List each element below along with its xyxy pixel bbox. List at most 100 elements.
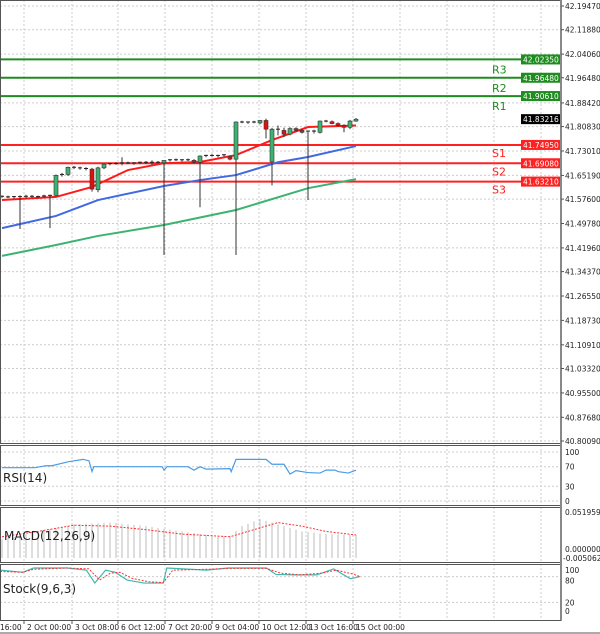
- time-label: 3 Oct 08:00: [75, 623, 119, 632]
- current-price-label: 41.83216: [523, 115, 559, 124]
- candle: [132, 162, 136, 165]
- candle: [240, 120, 244, 124]
- time-label: 15 Oct 00:00: [356, 623, 405, 632]
- price-label: 42.04060: [565, 50, 600, 59]
- candle: [30, 195, 34, 198]
- candle: [293, 127, 299, 132]
- time-label: 2 Oct 00:00: [27, 623, 71, 632]
- candle: [347, 119, 353, 130]
- candle: [161, 160, 167, 255]
- candle: [222, 154, 226, 157]
- level-name-r3: R3: [492, 63, 507, 76]
- candle: [12, 195, 16, 199]
- candle-body: [197, 155, 203, 163]
- rsi-tick-label: 100: [565, 448, 580, 457]
- candle-body: [65, 166, 71, 175]
- pane-frame-0: [0, 0, 562, 444]
- candle: [120, 157, 124, 166]
- candle: [168, 159, 172, 162]
- indicators: RSI(14) MACD(12,26,9) Stock(9,6,3): [0, 458, 361, 596]
- price-label: 41.03320: [565, 365, 600, 374]
- candle: [341, 124, 347, 133]
- price-label: 41.34370: [565, 268, 600, 277]
- candle-body: [101, 163, 107, 169]
- candle-body: [161, 160, 167, 164]
- stoch-tick-label: 20: [565, 598, 575, 607]
- macd-signal-line: [1, 522, 357, 538]
- price-label: 42.11880: [565, 26, 600, 35]
- level-name-r1: R1: [492, 100, 507, 113]
- time-label: 6 Oct 12:00: [121, 623, 165, 632]
- macd-tick-label: 0.051959: [565, 508, 600, 517]
- candles: [0, 117, 359, 255]
- candle-body: [299, 130, 305, 133]
- stoch-tick-label: 100: [565, 566, 580, 575]
- candle: [312, 129, 316, 134]
- candle-body: [269, 128, 275, 163]
- candle: [24, 194, 28, 199]
- candle: [191, 159, 197, 164]
- candle: [144, 161, 148, 165]
- level-price-box: [521, 176, 560, 187]
- price-label: 41.41960: [565, 244, 600, 253]
- pane-frame-3: [0, 564, 562, 621]
- candle-body: [95, 167, 101, 191]
- candle: [138, 161, 142, 165]
- candle: [329, 120, 335, 125]
- price-label: 41.65190: [565, 171, 600, 180]
- candle: [335, 122, 341, 127]
- candle-body: [53, 175, 59, 196]
- candle: [95, 166, 101, 193]
- price-label: 41.10910: [565, 341, 600, 350]
- level-price-label: 41.90610: [523, 92, 559, 101]
- time-label: 9 Oct 04:00: [215, 623, 259, 632]
- candle: [65, 166, 71, 176]
- candle: [156, 161, 160, 164]
- candle: [246, 121, 250, 124]
- candle: [299, 129, 305, 134]
- candle: [114, 162, 118, 165]
- level-price-box: [521, 158, 560, 169]
- candle-body: [317, 120, 323, 133]
- candle-body: [281, 130, 287, 135]
- level-price-box: [521, 91, 560, 102]
- candle: [186, 158, 190, 162]
- candle: [6, 195, 10, 199]
- price-label: 41.26550: [565, 292, 600, 301]
- pane-frame-1: [0, 445, 562, 506]
- candle: [227, 155, 233, 161]
- rsi-line: [2, 458, 357, 475]
- candle-body: [287, 128, 293, 135]
- candle: [84, 167, 88, 171]
- price-label: 41.73010: [565, 147, 600, 156]
- rsi-tick-label: 70: [565, 463, 575, 472]
- candle-body: [89, 168, 95, 190]
- macd-tick-label: -0.005062: [563, 554, 600, 563]
- candle: [216, 154, 220, 158]
- candle: [108, 162, 112, 166]
- candle: [204, 154, 208, 158]
- price-label: 41.57600: [565, 195, 600, 204]
- candle: [42, 194, 46, 198]
- level-name-s3: S3: [492, 184, 506, 197]
- candle: [287, 127, 293, 136]
- candle-body: [329, 121, 335, 124]
- stoch-label: Stock(9,6,3): [3, 582, 76, 596]
- level-price-box: [521, 139, 560, 150]
- candle: [174, 158, 178, 162]
- macd-label: MACD(12,26,9): [4, 529, 95, 543]
- candle: [281, 127, 287, 137]
- candle-body: [335, 123, 341, 126]
- candle-body: [293, 128, 299, 131]
- candle: [233, 121, 239, 255]
- price-label: 40.80090: [565, 437, 600, 446]
- level-price-label: 41.96480: [523, 74, 559, 83]
- candle: [306, 130, 310, 201]
- candle: [53, 174, 59, 197]
- level-name-s1: S1: [492, 147, 506, 160]
- candle-body: [191, 160, 197, 163]
- candle-body: [341, 125, 347, 128]
